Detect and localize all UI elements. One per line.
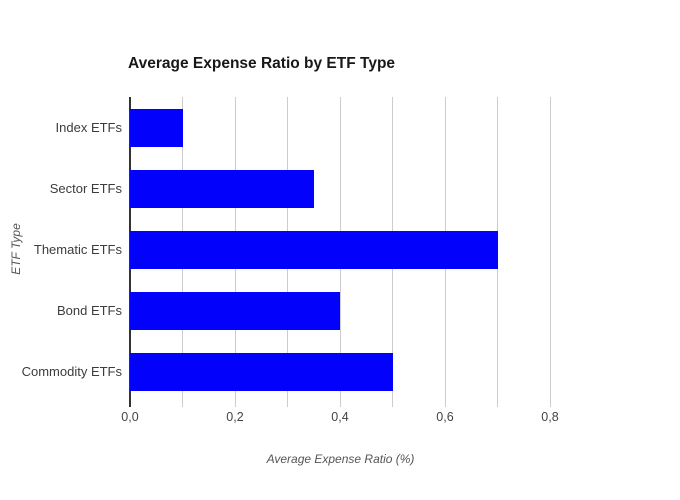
x-tick-label: 0,0	[121, 410, 139, 424]
category-label: Thematic ETFs	[33, 241, 122, 257]
x-tick-label: 0,4	[331, 410, 349, 424]
gridline	[549, 97, 551, 407]
chart-title: Average Expense Ratio by ETF Type	[128, 55, 396, 72]
bar	[130, 169, 314, 208]
gridline	[497, 97, 498, 407]
x-axis-title: Average Expense Ratio (%)	[266, 452, 415, 466]
category-label: Sector ETFs	[49, 180, 122, 196]
category-label: Index ETFs	[55, 119, 122, 135]
bar	[130, 108, 183, 147]
y-axis-title: ETF Type	[9, 223, 23, 275]
bar	[130, 230, 498, 269]
category-label: Commodity ETFs	[21, 363, 122, 379]
bar	[130, 352, 393, 391]
x-tick-label: 0,2	[226, 410, 244, 424]
x-tick-label: 0,6	[436, 410, 454, 424]
bar	[130, 291, 340, 330]
x-tick-label: 0,8	[541, 410, 559, 424]
category-label: Bond ETFs	[56, 302, 122, 318]
